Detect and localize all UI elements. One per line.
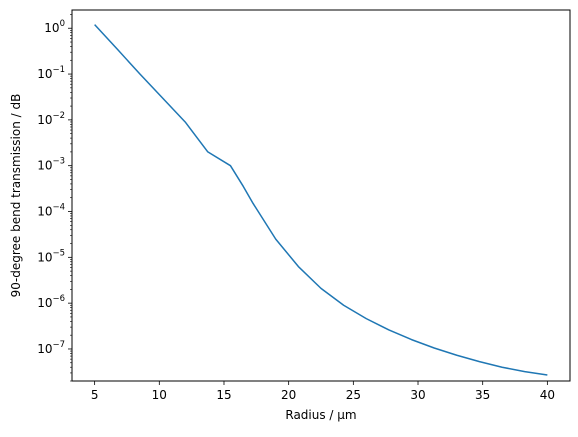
y-tick-label: 10−2: [37, 111, 65, 127]
x-tick-label: 5: [91, 388, 99, 402]
y-axis-label: 90-degree bend transmission / dB: [9, 94, 23, 298]
y-tick-label: 10−5: [37, 248, 65, 264]
y-tick-label: 10−6: [37, 294, 65, 310]
x-tick-label: 25: [346, 388, 361, 402]
x-tick-label: 15: [216, 388, 231, 402]
plot-area: [94, 24, 548, 376]
series-line: [94, 24, 548, 376]
x-tick-label: 30: [410, 388, 425, 402]
y-tick-label: 10−7: [37, 340, 65, 356]
x-axis-label: Radius / μm: [285, 408, 356, 422]
x-tick-label: 20: [281, 388, 296, 402]
x-axis: 5 10 15 20 25 30 35 40: [91, 381, 555, 402]
x-tick-label: 40: [540, 388, 555, 402]
x-tick-label: 10: [152, 388, 167, 402]
y-tick-label: 10−1: [37, 65, 65, 81]
y-tick-label: 10−4: [37, 203, 65, 219]
y-tick-label: 10−3: [37, 157, 65, 173]
axes-frame: [71, 9, 571, 382]
y-tick-label: 100: [44, 19, 65, 35]
x-tick-label: 35: [475, 388, 490, 402]
y-axis: 100 10−1 10−2 10−3 10−4 10−5 10−6 10−7: [37, 14, 72, 382]
